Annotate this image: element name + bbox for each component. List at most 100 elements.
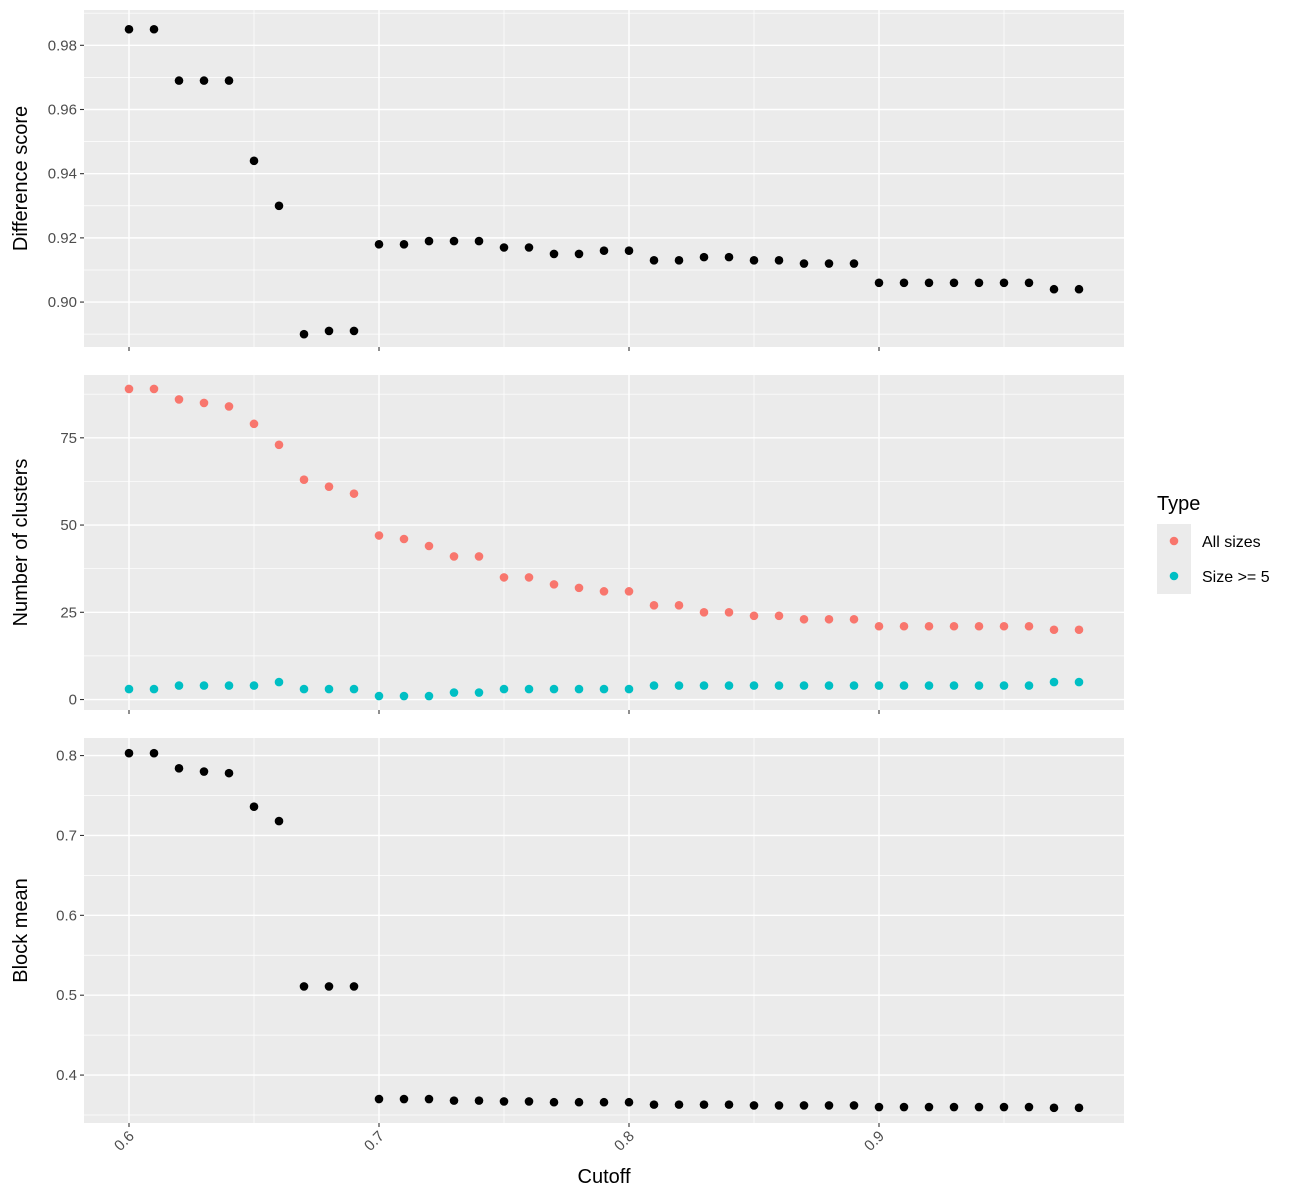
data-point bbox=[249, 419, 259, 429]
data-point bbox=[449, 688, 459, 697]
data-point bbox=[774, 681, 784, 690]
data-point bbox=[424, 1094, 434, 1104]
data-point bbox=[299, 982, 309, 991]
data-point bbox=[499, 573, 509, 582]
data-point bbox=[399, 1094, 409, 1104]
data-point bbox=[1074, 1103, 1084, 1113]
data-point bbox=[524, 573, 534, 582]
data-point bbox=[824, 614, 834, 624]
data-point bbox=[474, 236, 484, 246]
chart-panels: 0.90 0.92 0.94 0.96 0.98 Difference score 0 25 5… bbox=[10, 10, 1124, 1155]
y-tick-label: 0.5 bbox=[56, 987, 77, 1004]
data-point bbox=[1024, 621, 1034, 631]
data-point bbox=[749, 256, 759, 265]
data-point bbox=[174, 681, 184, 690]
x-tick-label: 0.6 bbox=[111, 1128, 138, 1155]
data-point bbox=[949, 681, 959, 690]
data-point bbox=[274, 816, 284, 826]
y-tick-label: 0.7 bbox=[56, 827, 77, 844]
data-point bbox=[299, 684, 309, 694]
data-point bbox=[574, 249, 584, 259]
data-point bbox=[549, 249, 559, 259]
data-point bbox=[499, 1097, 509, 1106]
data-point bbox=[349, 326, 359, 336]
data-point bbox=[424, 541, 434, 551]
data-point bbox=[1024, 681, 1034, 690]
y-tick-label: 0 bbox=[69, 692, 77, 709]
data-point bbox=[874, 681, 884, 690]
data-point bbox=[624, 1097, 634, 1107]
data-point bbox=[749, 681, 759, 690]
data-point bbox=[574, 1097, 584, 1107]
data-point bbox=[999, 278, 1009, 288]
data-point bbox=[1074, 677, 1084, 687]
data-point bbox=[224, 402, 234, 411]
legend-label-size-5: Size >= 5 bbox=[1202, 569, 1270, 586]
data-point bbox=[449, 1096, 459, 1105]
y-tick-label: 0.94 bbox=[48, 166, 77, 183]
data-point bbox=[449, 552, 459, 561]
panel-2: 0 25 50 75 Number of clusters bbox=[10, 375, 1124, 714]
data-point bbox=[274, 677, 284, 687]
data-point bbox=[399, 691, 409, 701]
data-point bbox=[1049, 1103, 1059, 1113]
series-2 bbox=[124, 677, 1084, 701]
data-point bbox=[574, 684, 584, 694]
data-point bbox=[949, 278, 959, 288]
data-point bbox=[674, 256, 684, 265]
data-point bbox=[749, 1101, 759, 1110]
data-point bbox=[149, 24, 159, 34]
data-point bbox=[399, 239, 409, 249]
x-tick-label: 0.8 bbox=[611, 1128, 638, 1155]
data-point bbox=[349, 982, 359, 991]
series-1 bbox=[124, 384, 1084, 635]
data-point bbox=[224, 681, 234, 690]
y-tick-label: 0.6 bbox=[56, 907, 77, 924]
data-point bbox=[299, 329, 309, 339]
data-point bbox=[624, 246, 634, 256]
legend-key-all-sizes bbox=[1169, 536, 1179, 546]
y-axis-title: Difference score bbox=[10, 106, 32, 251]
data-point bbox=[924, 1102, 934, 1112]
x-tick-label: 0.9 bbox=[861, 1128, 888, 1155]
data-point bbox=[174, 395, 184, 404]
series-1 bbox=[124, 24, 1084, 339]
data-point bbox=[549, 684, 559, 694]
data-point bbox=[1074, 625, 1084, 635]
data-point bbox=[924, 681, 934, 690]
data-point bbox=[599, 684, 609, 694]
data-point bbox=[724, 1100, 734, 1109]
data-point bbox=[699, 252, 709, 262]
data-point bbox=[899, 278, 909, 288]
data-point bbox=[374, 531, 384, 540]
data-point bbox=[974, 1102, 984, 1112]
data-point bbox=[924, 278, 934, 288]
data-point bbox=[274, 440, 284, 450]
legend-title: Type bbox=[1157, 493, 1200, 515]
data-point bbox=[124, 24, 134, 34]
y-tick-label: 0.90 bbox=[48, 294, 77, 311]
y-tick-label: 0.4 bbox=[56, 1067, 77, 1084]
data-point bbox=[1024, 1102, 1034, 1112]
data-point bbox=[599, 1097, 609, 1107]
y-axis-title: Number of clusters bbox=[10, 459, 32, 627]
data-point bbox=[799, 681, 809, 690]
panel-background bbox=[84, 375, 1124, 710]
legend-label-all-sizes: All sizes bbox=[1202, 534, 1261, 551]
y-tick-label: 0.8 bbox=[56, 748, 77, 765]
data-point bbox=[824, 681, 834, 690]
data-point bbox=[524, 243, 534, 252]
data-point bbox=[124, 384, 134, 394]
y-tick-label: 75 bbox=[60, 430, 77, 447]
data-point bbox=[999, 1102, 1009, 1112]
y-tick-label: 0.92 bbox=[48, 230, 77, 247]
data-point bbox=[674, 1100, 684, 1109]
legend-key-size-5 bbox=[1169, 571, 1179, 581]
data-point bbox=[274, 201, 284, 211]
data-point bbox=[874, 621, 884, 631]
data-point bbox=[799, 1101, 809, 1110]
data-point bbox=[649, 256, 659, 265]
data-point bbox=[149, 384, 159, 394]
data-point bbox=[974, 621, 984, 631]
